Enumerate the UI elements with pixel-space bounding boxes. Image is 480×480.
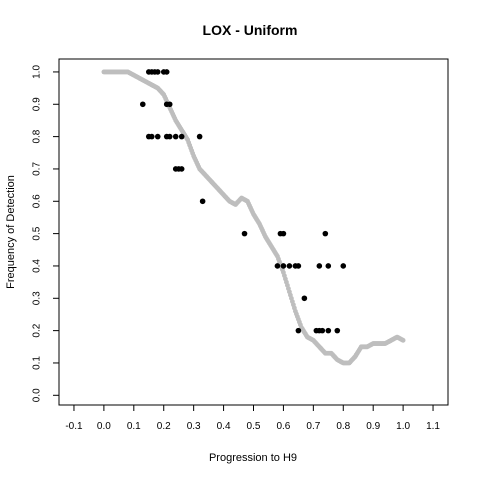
y-tick-label: 0.0 xyxy=(32,388,43,402)
black-point xyxy=(163,69,170,75)
gray-series xyxy=(101,69,406,366)
black-point xyxy=(139,101,146,108)
black-point xyxy=(166,101,173,108)
x-axis: -0.1 0.0 0.1 0.2 0.3 0.4 0.5 0.6 0.7 0.8 0.9 1.0 1.1 xyxy=(65,405,440,432)
x-tick-label: 1.1 xyxy=(426,421,440,432)
black-point xyxy=(172,133,179,140)
y-tick-label: 0.3 xyxy=(32,291,43,305)
y-tick-label: 0.4 xyxy=(32,259,43,273)
y-tick-label: 0.9 xyxy=(32,97,43,111)
y-axis-label: Frequency of Detection xyxy=(5,175,17,289)
black-point xyxy=(178,166,185,172)
black-point xyxy=(199,198,206,205)
black-point xyxy=(301,295,308,302)
x-tick-label: 0.9 xyxy=(366,421,380,432)
chart-title: LOX - Uniform xyxy=(203,22,298,38)
x-tick-label: 0.4 xyxy=(217,421,231,432)
black-point xyxy=(148,133,155,140)
black-point xyxy=(325,327,332,334)
black-point xyxy=(166,133,173,140)
x-tick-label: 0.2 xyxy=(157,421,171,432)
black-point xyxy=(154,133,161,140)
black-point xyxy=(319,327,326,334)
x-tick-label: 0.3 xyxy=(187,421,201,432)
y-axis: 0.0 0.1 0.2 0.3 0.4 0.5 0.6 0.7 0.8 0.9 1.0 xyxy=(32,65,59,402)
black-point xyxy=(334,327,341,334)
black-point xyxy=(241,230,248,237)
x-tick-label: -0.1 xyxy=(65,421,83,432)
x-tick-label: 0.6 xyxy=(276,421,290,432)
x-tick-label: 0.1 xyxy=(127,421,141,432)
x-tick-label: 0.8 xyxy=(336,421,350,432)
black-point xyxy=(280,230,287,237)
black-point xyxy=(274,263,281,269)
black-point xyxy=(295,263,302,269)
y-tick-label: 1.0 xyxy=(32,65,43,79)
black-point xyxy=(154,69,161,75)
x-tick-label: 0.7 xyxy=(306,421,320,432)
black-point xyxy=(178,133,185,140)
x-tick-label: 0.0 xyxy=(97,421,111,432)
y-tick-label: 0.7 xyxy=(32,162,43,176)
black-point xyxy=(280,263,287,269)
black-point xyxy=(325,263,332,269)
y-tick-label: 0.8 xyxy=(32,129,43,143)
black-point xyxy=(196,133,203,140)
x-tick-label: 1.0 xyxy=(396,421,410,432)
x-axis-label: Progression to H9 xyxy=(209,452,297,464)
plot-frame xyxy=(58,58,449,406)
y-tick-label: 0.5 xyxy=(32,226,43,240)
gray-point xyxy=(400,337,406,343)
black-point xyxy=(295,327,302,334)
y-tick-label: 0.1 xyxy=(32,356,43,370)
y-tick-label: 0.6 xyxy=(32,194,43,208)
black-point xyxy=(316,263,323,269)
black-point xyxy=(340,263,347,269)
x-tick-label: 0.5 xyxy=(247,421,261,432)
black-point xyxy=(322,230,329,237)
y-tick-label: 0.2 xyxy=(32,323,43,337)
black-point xyxy=(286,263,293,269)
black-series xyxy=(139,69,347,334)
